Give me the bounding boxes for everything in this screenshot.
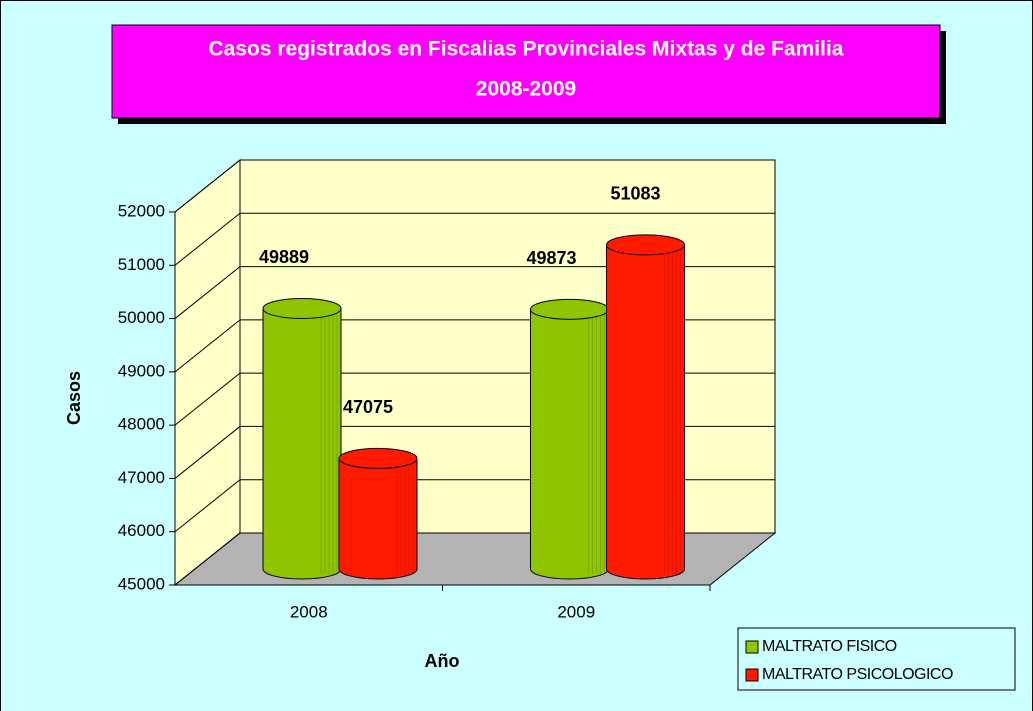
bar-body — [606, 244, 685, 580]
bar — [530, 298, 609, 580]
legend-label: MALTRATO PSICOLOGICO — [762, 666, 953, 683]
bar — [606, 234, 685, 580]
x-axis-label: Año — [425, 651, 460, 671]
bar — [338, 447, 418, 580]
y-tick-label: 46000 — [118, 521, 165, 540]
chart-title: 2008-2009 — [476, 78, 576, 101]
grid-line — [174, 212, 775, 266]
data-label: 51083 — [610, 184, 660, 204]
data-label: 49873 — [526, 248, 576, 268]
y-tick-label: 51000 — [118, 255, 165, 274]
y-tick-label: 47000 — [118, 468, 165, 487]
x-tick-label: 2008 — [290, 602, 328, 621]
legend-box — [737, 627, 1016, 691]
legend-swatch — [745, 640, 759, 654]
bar-top — [530, 298, 609, 320]
grid-line — [174, 266, 775, 319]
bar-top — [606, 234, 685, 256]
bar — [262, 297, 342, 580]
legend-label: MALTRATO FISICO — [762, 638, 897, 655]
title-box — [111, 24, 941, 119]
side-wall — [174, 158, 241, 587]
y-tick-label: 49000 — [118, 361, 165, 380]
grid-line — [174, 159, 775, 213]
legend-swatch — [745, 668, 759, 682]
bar-top — [338, 447, 418, 469]
y-tick-label: 52000 — [118, 201, 165, 220]
bar-body — [338, 457, 418, 580]
data-label: 47075 — [343, 397, 393, 417]
chart-title: Casos registrados en Fiscalias Provincia… — [209, 38, 844, 61]
bar-top — [262, 297, 342, 319]
y-axis-label: Casos — [64, 371, 84, 425]
data-label: 49889 — [259, 247, 309, 267]
y-tick-label: 48000 — [118, 415, 165, 434]
y-tick-label: 50000 — [118, 308, 165, 327]
y-tick-label: 45000 — [118, 574, 165, 593]
x-tick-label: 2009 — [557, 602, 595, 621]
